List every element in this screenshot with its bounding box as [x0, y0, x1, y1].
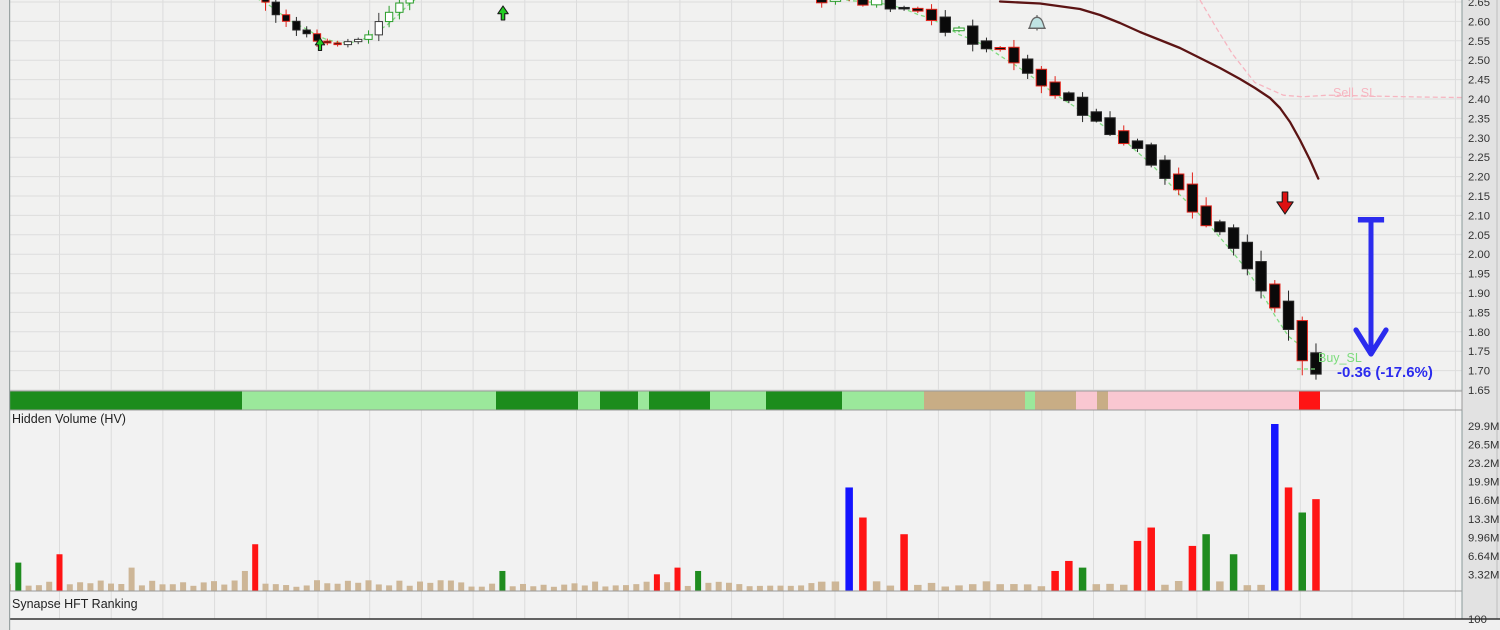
svg-text:2.35: 2.35 — [1468, 113, 1490, 125]
svg-text:Sell_SL: Sell_SL — [1333, 86, 1376, 100]
svg-text:2.60: 2.60 — [1468, 16, 1490, 28]
svg-text:2.20: 2.20 — [1468, 172, 1490, 184]
svg-text:23.2M: 23.2M — [1468, 458, 1499, 470]
svg-text:2.40: 2.40 — [1468, 94, 1490, 106]
svg-text:1.90: 1.90 — [1468, 288, 1490, 300]
svg-text:2.55: 2.55 — [1468, 36, 1490, 48]
svg-text:2.05: 2.05 — [1468, 230, 1490, 242]
svg-text:2.25: 2.25 — [1468, 152, 1490, 164]
svg-text:1.70: 1.70 — [1468, 366, 1490, 378]
svg-text:-0.36 (-17.6%): -0.36 (-17.6%) — [1337, 364, 1433, 381]
svg-text:2.30: 2.30 — [1468, 133, 1490, 145]
svg-text:16.6M: 16.6M — [1468, 495, 1499, 507]
svg-text:2.15: 2.15 — [1468, 191, 1490, 203]
svg-text:6.64M: 6.64M — [1468, 551, 1499, 563]
svg-text:2.00: 2.00 — [1468, 249, 1490, 261]
svg-text:1.65: 1.65 — [1468, 385, 1490, 397]
svg-text:2.10: 2.10 — [1468, 210, 1490, 222]
svg-text:2.50: 2.50 — [1468, 55, 1490, 67]
svg-text:26.5M: 26.5M — [1468, 440, 1499, 452]
svg-text:Synapse HFT Ranking: Synapse HFT Ranking — [12, 597, 138, 611]
svg-text:Hidden Volume (HV): Hidden Volume (HV) — [12, 412, 126, 426]
svg-text:9.96M: 9.96M — [1468, 532, 1499, 544]
svg-text:1.85: 1.85 — [1468, 307, 1490, 319]
svg-text:1.75: 1.75 — [1468, 346, 1490, 358]
svg-text:13.3M: 13.3M — [1468, 514, 1499, 526]
svg-text:1.80: 1.80 — [1468, 327, 1490, 339]
svg-text:2.65: 2.65 — [1468, 0, 1490, 9]
svg-text:100: 100 — [1468, 614, 1487, 626]
svg-text:Buy_SL: Buy_SL — [1318, 351, 1362, 365]
svg-text:19.9M: 19.9M — [1468, 477, 1499, 489]
svg-text:3.32M: 3.32M — [1468, 569, 1499, 581]
svg-text:29.9M: 29.9M — [1468, 421, 1499, 433]
svg-text:1.95: 1.95 — [1468, 269, 1490, 281]
svg-text:2.45: 2.45 — [1468, 75, 1490, 87]
